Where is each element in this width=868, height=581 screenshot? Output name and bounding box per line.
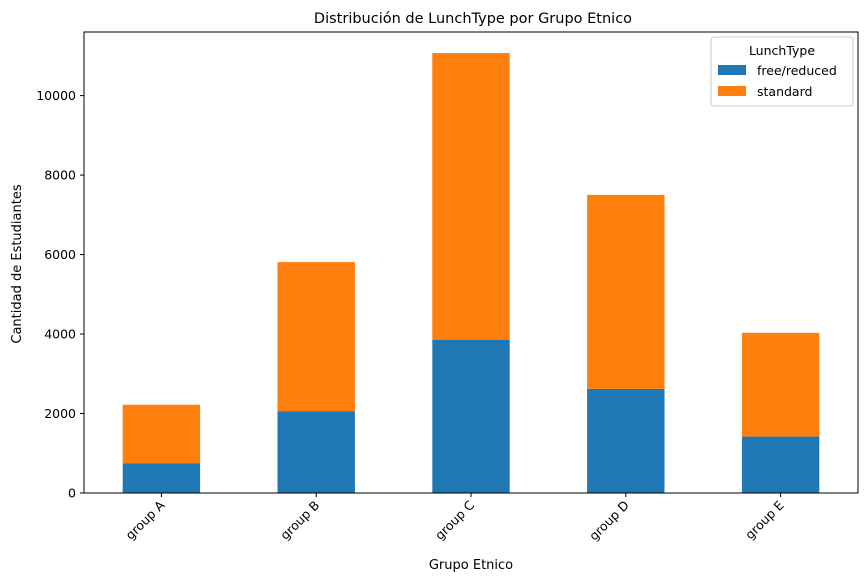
bar-standard-group-e (741, 332, 820, 437)
x-tick-label: group E (742, 497, 787, 542)
legend-label: standard (757, 84, 812, 99)
y-tick-label: 8000 (44, 168, 76, 183)
y-tick-label: 10000 (36, 88, 76, 103)
bar-standard-group-d (587, 194, 665, 389)
bar-standard-group-b (277, 262, 355, 412)
bars-group (122, 53, 820, 493)
bar-free-reduced-group-b (277, 411, 355, 493)
chart-title: Distribución de LunchType por Grupo Etni… (314, 11, 632, 27)
legend-title: LunchType (749, 43, 815, 58)
legend-swatch (718, 86, 746, 96)
bar-standard-group-a (122, 404, 201, 464)
y-axis: 0 2000 4000 6000 8000 10000 (36, 88, 84, 501)
x-tick-label: group C (432, 497, 477, 542)
bar-free-reduced-group-c (432, 339, 510, 493)
x-axis-label: Grupo Etnico (429, 558, 513, 573)
x-tick-label: group A (122, 497, 167, 542)
legend-box (710, 36, 854, 107)
y-tick-label: 2000 (44, 406, 76, 421)
y-tick-label: 6000 (44, 247, 76, 262)
y-axis-label: Cantidad de Estudiantes (10, 184, 25, 343)
bar-standard-group-c (432, 53, 510, 340)
bar-free-reduced-group-d (587, 388, 665, 493)
y-tick-label: 0 (68, 486, 76, 501)
y-tick-label: 4000 (44, 327, 76, 342)
x-tick-label: group D (586, 498, 632, 544)
legend-label: free/reduced (757, 63, 837, 78)
bar-free-reduced-group-a (122, 463, 201, 493)
legend-swatch (718, 65, 746, 75)
x-tick-label: group B (277, 498, 322, 543)
bar-free-reduced-group-e (741, 436, 820, 493)
x-axis: group A group B group C group D group E (122, 493, 787, 544)
legend: LunchType free/reduced standard (710, 36, 854, 107)
